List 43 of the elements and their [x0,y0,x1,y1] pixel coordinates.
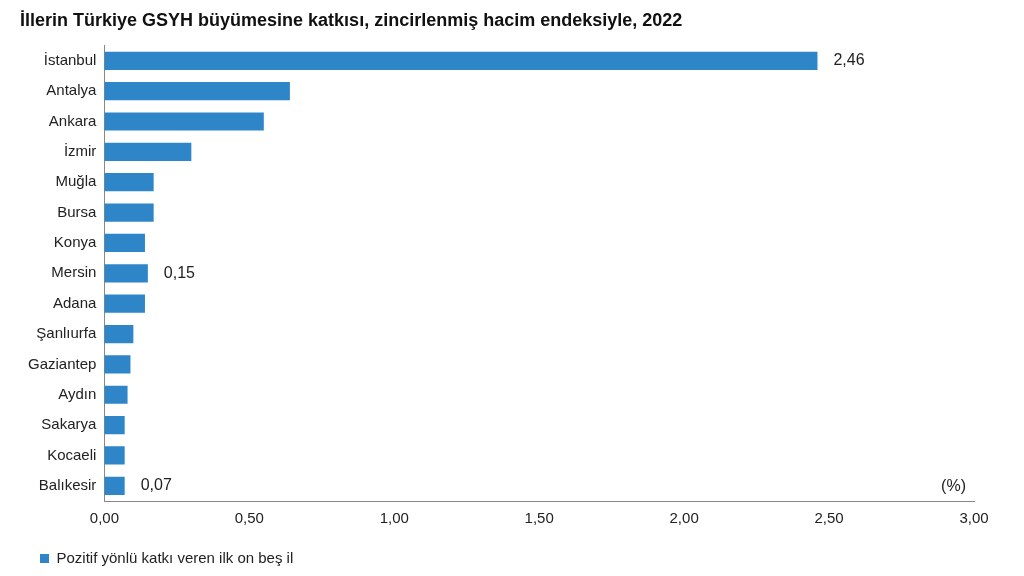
y-tick-label: Şanlıurfa [36,324,98,342]
y-tick-label: Muğla [55,172,98,190]
bar [104,142,192,161]
bar [104,476,125,495]
x-tick-label: 2,00 [669,509,699,527]
bar [104,173,154,192]
data-label: 0,15 [163,263,196,281]
y-tick-label: Antalya [46,81,98,99]
x-tick-label: 1,00 [379,509,409,527]
annotation: (%) [941,477,966,495]
bar [104,51,818,70]
x-tick-label: 2,50 [814,509,844,527]
y-tick-label: İzmir [63,142,97,159]
chart-title: İllerin Türkiye GSYH büyümesine katkısı, zincirlenmiş hacim endeksiyle, 2022 [20,9,683,30]
y-tick-label: Kocaeli [47,445,97,463]
y-tick-label: Adana [53,293,98,311]
bar [104,446,125,465]
y-tick-label: Mersin [51,263,97,281]
bar [104,415,125,435]
legend-label: Pozitif yönlü katkı veren ilk on beş il [56,548,294,566]
bar [104,385,128,404]
bar [104,233,145,253]
y-tick-label: Balıkesir [38,475,97,493]
bar [104,294,145,313]
y-tick-label: Ankara [48,111,98,129]
x-tick-label: 3,00 [959,509,989,527]
bar [104,324,134,344]
bar [104,82,290,101]
bar [104,355,131,374]
x-tick-label: 0,00 [89,509,119,527]
bar [104,112,264,131]
bar [104,264,148,283]
x-tick-label: 1,50 [524,509,554,527]
y-tick-label: Gaziantep [27,354,97,372]
bar [104,203,154,222]
y-tick-label: Aydın [58,384,97,402]
data-label: 2,46 [833,51,865,69]
y-tick-label: Sakarya [41,415,98,433]
x-tick-label: 0,50 [234,509,264,527]
data-label: 0,07 [140,476,172,494]
y-tick-label: Bursa [57,202,98,220]
y-tick-label: İstanbul [43,50,97,68]
y-tick-label: Konya [53,233,98,251]
